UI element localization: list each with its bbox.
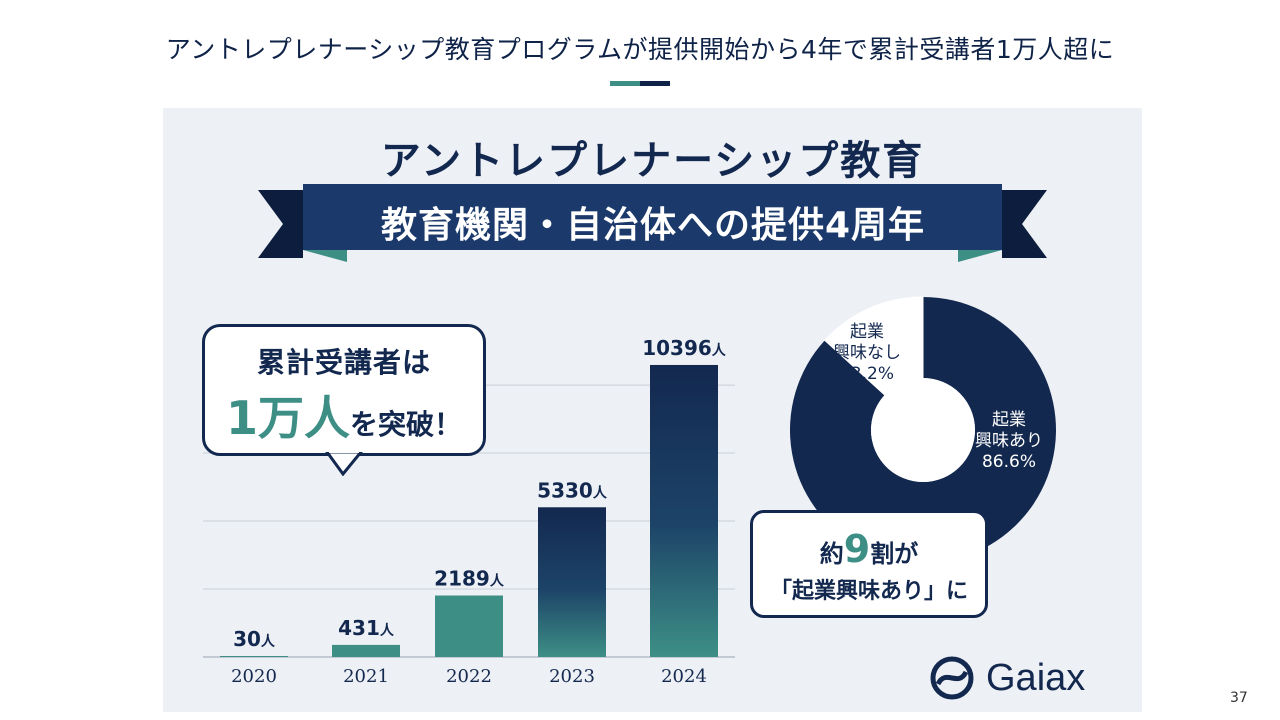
bar-value-label-2021: 431人 [338,616,395,640]
pie-label-no-interest-value: 13.2% [839,364,894,384]
panel-heading: アントレプレナーシップ教育 [380,138,925,184]
ribbon-text: 教育機関・自治体への提供4周年 [380,205,926,246]
callout-box: 累計受講者は 1万人を突破！ [202,324,486,456]
bar-2021 [332,644,400,657]
donut-note-post: 割が [870,540,919,568]
page-number: 37 [1230,690,1248,706]
donut-note-big: 9 [843,527,871,571]
pie-label-interest-value: 86.6% [981,452,1036,472]
x-tick-2021: 2021 [343,666,389,687]
callout-rest: を突破！ [350,408,463,441]
donut-note-pre: 約 [819,540,844,568]
bar-value-label-2023: 5330人 [537,478,608,502]
callout-line1: 累計受講者は [256,346,431,379]
donut-note-box: 約9割が 「起業興味あり」に [750,510,988,618]
bar-2022 [435,595,503,657]
donut-note-line1: 約9割が [753,527,985,571]
bar-value-label-2022: 2189人 [434,567,505,591]
gaiax-logo-text: Gaiax [986,656,1086,699]
pie-slice-0 [790,297,1056,563]
infographic-panel: アントレプレナーシップ教育 教育機関・自治体への提供4周年 30人 2020 431… [163,108,1142,712]
slide-title: アントレプレナーシップ教育プログラムが提供開始から4年で累計受講者1万人超に [165,35,1115,64]
bar-chart: 30人 2020 431人 2021 2189人 2022 5330人 2023 10396人 2… [203,296,1056,687]
donut-hole [871,378,975,482]
callout-big: 1万人 [225,391,350,445]
bar-2024 [650,364,718,657]
donut-note-line2: 「起業興味あり」に [769,579,968,604]
x-tick-2023: 2023 [549,666,595,687]
x-tick-2022: 2022 [446,666,492,687]
callout-tail [325,452,363,476]
title-accent-bar [610,81,670,86]
x-tick-2020: 2020 [231,666,277,687]
callout-line2: 1万人を突破！ [205,382,483,448]
ribbon-banner [258,184,1047,262]
bar-2023 [538,507,606,657]
gaiax-logo-icon [930,656,974,700]
bar-value-label-2024: 10396人 [642,336,727,360]
pie-label-no-interest-name: 起業 興味なし [833,322,901,363]
bar-2020 [220,656,288,657]
pie-label-interest-name: 起業 興味あり [975,410,1043,451]
bar-value-label-2020: 30人 [233,627,276,651]
gaiax-logo: Gaiax [928,654,1085,702]
x-tick-2024: 2024 [661,666,707,687]
pie-label-no-interest: 起業 興味なし 13.2% [833,322,901,385]
pie-label-interest: 起業 興味あり 86.6% [975,410,1043,473]
